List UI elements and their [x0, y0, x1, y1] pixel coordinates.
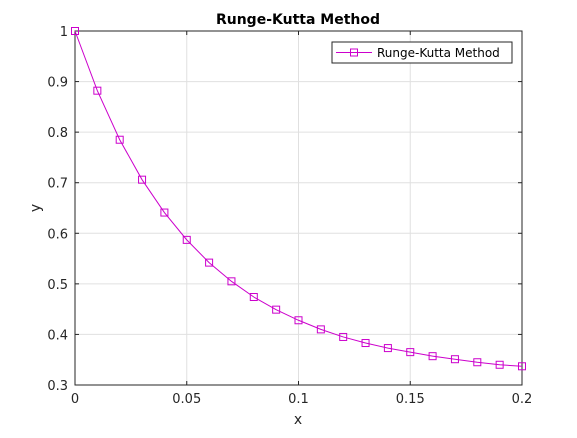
data-point-marker — [93, 86, 102, 95]
y-tick-label: 0.3 — [47, 379, 68, 394]
legend: Runge-Kutta Method — [331, 41, 513, 64]
data-point-marker — [138, 175, 147, 184]
grid-lines — [74, 30, 523, 386]
x-tick-label: 0.15 — [396, 392, 425, 407]
data-point-marker — [406, 348, 415, 357]
y-tick-label: 0.4 — [47, 328, 68, 343]
y-axis-label: y — [28, 204, 44, 212]
chart-title: Runge-Kutta Method — [216, 12, 380, 28]
y-tick-label: 0.9 — [47, 76, 68, 91]
data-point-marker — [428, 352, 437, 361]
data-point-marker — [249, 293, 258, 302]
data-point-marker — [71, 27, 79, 35]
data-point-marker — [160, 208, 169, 217]
y-tick-label: 0.7 — [47, 177, 68, 192]
x-axis-label: x — [294, 412, 302, 428]
x-tick-label: 0 — [71, 392, 79, 407]
y-tick-label: 0.5 — [47, 278, 68, 293]
data-point-marker — [450, 355, 459, 364]
axis-ticks: 0 0.05 0.1 0.15 0.2 0.3 0.4 0.5 0.6 0.7 0.8 0.9 1 — [47, 25, 532, 407]
data-point-marker — [495, 360, 504, 369]
data-point-marker — [115, 135, 124, 144]
y-tick-label: 1 — [60, 25, 68, 40]
data-point-marker — [383, 344, 392, 353]
x-tick-label: 0.2 — [512, 392, 533, 407]
data-point-marker — [227, 277, 236, 286]
data-point-marker — [339, 332, 348, 341]
data-point-marker — [272, 305, 281, 314]
legend-label: Runge-Kutta Method — [377, 46, 500, 60]
data-point-marker — [518, 362, 526, 371]
data-point-marker — [361, 339, 370, 348]
x-tick-label: 0.1 — [288, 392, 309, 407]
data-point-marker — [473, 358, 482, 367]
series-layer — [71, 27, 526, 371]
x-tick-label: 0.05 — [172, 392, 201, 407]
data-point-marker — [205, 258, 214, 267]
y-tick-label: 0.6 — [47, 227, 68, 242]
y-tick-label: 0.8 — [47, 126, 68, 141]
legend-box — [331, 41, 513, 64]
data-point-marker — [294, 316, 303, 325]
data-point-marker — [182, 235, 191, 244]
series-line — [74, 30, 523, 367]
legend-marker-sample — [350, 48, 358, 57]
data-point-marker — [316, 325, 325, 334]
